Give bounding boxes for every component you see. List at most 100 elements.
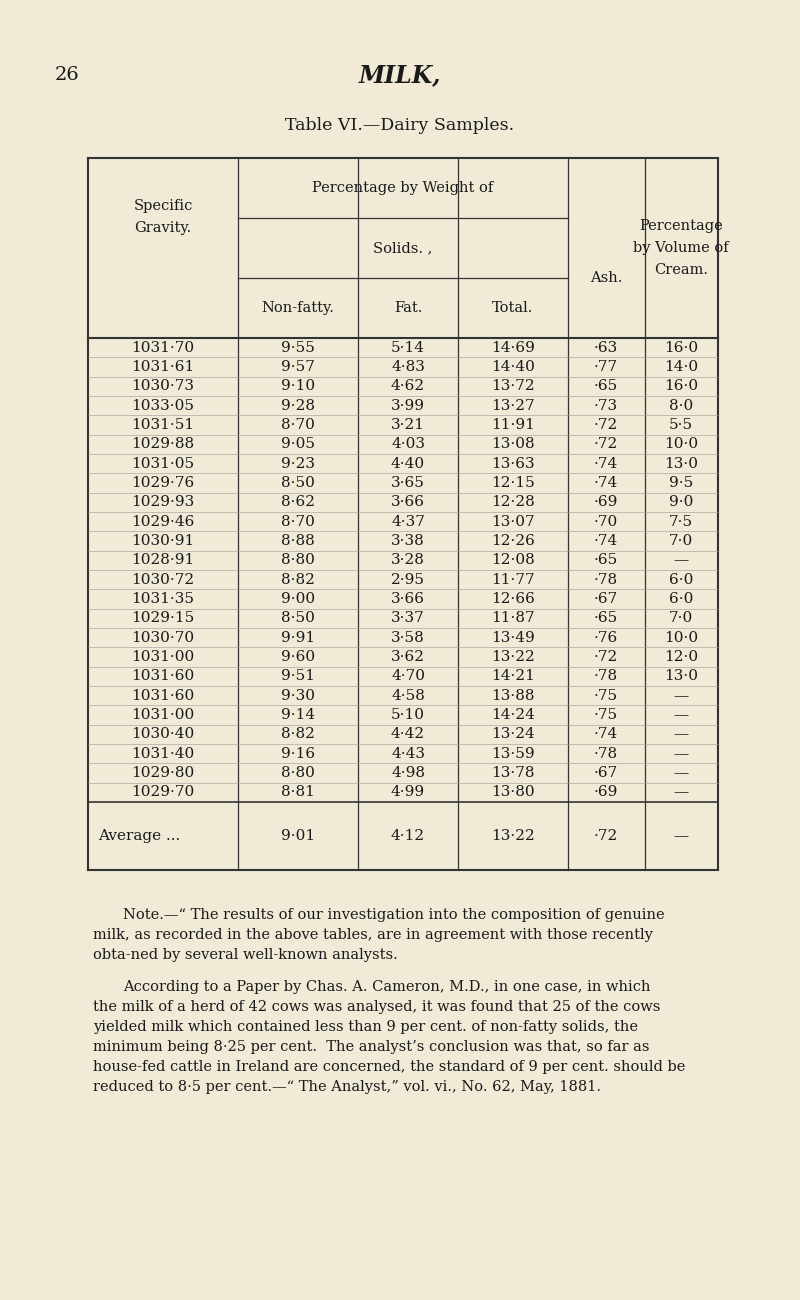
Text: minimum being 8·25 per cent.  The analyst’s conclusion was that, so far as: minimum being 8·25 per cent. The analyst…	[93, 1040, 650, 1054]
Text: 1030·40: 1030·40	[131, 727, 194, 741]
Text: 9·0: 9·0	[669, 495, 693, 510]
Text: ·67: ·67	[594, 766, 618, 780]
Text: Specific: Specific	[134, 199, 193, 213]
Text: Cream.: Cream.	[654, 263, 708, 277]
Text: 13·59: 13·59	[491, 746, 535, 760]
Text: 14·24: 14·24	[491, 708, 535, 722]
Text: ·65: ·65	[594, 554, 618, 567]
Text: 3·37: 3·37	[391, 611, 425, 625]
Text: 13·22: 13·22	[491, 829, 535, 842]
Text: 3·66: 3·66	[391, 495, 425, 510]
Text: 1030·73: 1030·73	[131, 380, 194, 394]
Text: 8·50: 8·50	[281, 611, 315, 625]
Text: 14·40: 14·40	[491, 360, 535, 374]
Text: 2·95: 2·95	[391, 573, 425, 586]
Text: 12·15: 12·15	[491, 476, 535, 490]
Text: 1030·70: 1030·70	[131, 630, 194, 645]
Text: ·70: ·70	[594, 515, 618, 529]
Text: 13·24: 13·24	[491, 727, 535, 741]
Text: ·76: ·76	[594, 630, 618, 645]
Text: ·69: ·69	[594, 785, 618, 800]
Text: ·74: ·74	[594, 534, 618, 549]
Text: 13·78: 13·78	[491, 766, 534, 780]
Text: 4·83: 4·83	[391, 360, 425, 374]
Text: 4·03: 4·03	[391, 437, 425, 451]
Text: 13·22: 13·22	[491, 650, 535, 664]
Text: 9·30: 9·30	[281, 689, 315, 703]
Text: 8·82: 8·82	[281, 573, 315, 586]
Text: 9·60: 9·60	[281, 650, 315, 664]
Text: 1029·70: 1029·70	[131, 785, 194, 800]
Text: 3·65: 3·65	[391, 476, 425, 490]
Text: 26: 26	[55, 66, 80, 84]
Text: 9·14: 9·14	[281, 708, 315, 722]
Text: 5·5: 5·5	[669, 419, 693, 432]
Text: According to a Paper by Chas. A. Cameron, M.D., in one case, in which: According to a Paper by Chas. A. Cameron…	[123, 980, 650, 995]
Text: by Volume of: by Volume of	[633, 240, 729, 255]
Text: 4·37: 4·37	[391, 515, 425, 529]
Text: 1030·91: 1030·91	[131, 534, 194, 549]
Text: the milk of a herd of 42 cows was analysed, it was found that 25 of the cows: the milk of a herd of 42 cows was analys…	[93, 1000, 660, 1014]
Text: 13·80: 13·80	[491, 785, 535, 800]
Text: 9·91: 9·91	[281, 630, 315, 645]
Text: ·78: ·78	[594, 670, 618, 684]
Text: ·72: ·72	[594, 829, 618, 842]
Text: —: —	[674, 708, 689, 722]
Text: 12·26: 12·26	[491, 534, 535, 549]
Text: 11·77: 11·77	[491, 573, 535, 586]
Text: —: —	[674, 746, 689, 760]
Text: 9·00: 9·00	[281, 592, 315, 606]
Text: ·77: ·77	[594, 360, 618, 374]
Text: 1031·40: 1031·40	[131, 746, 194, 760]
Text: 10·0: 10·0	[664, 437, 698, 451]
Text: 4·62: 4·62	[391, 380, 425, 394]
Text: 4·58: 4·58	[391, 689, 425, 703]
Text: 13·63: 13·63	[491, 456, 535, 471]
Text: Average ...: Average ...	[98, 829, 180, 842]
Text: Ash.: Ash.	[590, 270, 622, 285]
Text: 1029·93: 1029·93	[131, 495, 194, 510]
Text: 4·70: 4·70	[391, 670, 425, 684]
Text: ·74: ·74	[594, 456, 618, 471]
Text: 11·91: 11·91	[491, 419, 535, 432]
Text: 13·07: 13·07	[491, 515, 535, 529]
Text: 12·28: 12·28	[491, 495, 535, 510]
Text: 10·0: 10·0	[664, 630, 698, 645]
Text: 8·81: 8·81	[281, 785, 315, 800]
Text: 9·23: 9·23	[281, 456, 315, 471]
Text: 9·28: 9·28	[281, 399, 315, 412]
Text: —: —	[674, 766, 689, 780]
Text: 9·05: 9·05	[281, 437, 315, 451]
Text: 9·10: 9·10	[281, 380, 315, 394]
Text: 6·0: 6·0	[669, 573, 693, 586]
Text: 1029·88: 1029·88	[131, 437, 194, 451]
Text: 1031·05: 1031·05	[131, 456, 194, 471]
Text: 3·38: 3·38	[391, 534, 425, 549]
Text: 12·66: 12·66	[491, 592, 535, 606]
Text: 3·58: 3·58	[391, 630, 425, 645]
Text: ·78: ·78	[594, 573, 618, 586]
Text: —: —	[674, 689, 689, 703]
Text: Solids. ,: Solids. ,	[374, 240, 433, 255]
Text: 9·51: 9·51	[281, 670, 315, 684]
Text: 1031·00: 1031·00	[131, 708, 194, 722]
Text: ·72: ·72	[594, 419, 618, 432]
Text: 8·0: 8·0	[669, 399, 693, 412]
Text: ·72: ·72	[594, 437, 618, 451]
Text: 1031·51: 1031·51	[131, 419, 194, 432]
Text: ·67: ·67	[594, 592, 618, 606]
Text: 8·80: 8·80	[281, 554, 315, 567]
Text: ·74: ·74	[594, 476, 618, 490]
Text: 1031·60: 1031·60	[131, 670, 194, 684]
Text: 6·0: 6·0	[669, 592, 693, 606]
Text: Percentage by Weight of: Percentage by Weight of	[312, 181, 494, 195]
Text: 4·42: 4·42	[391, 727, 425, 741]
Text: —: —	[674, 785, 689, 800]
Text: 4·43: 4·43	[391, 746, 425, 760]
Text: 13·08: 13·08	[491, 437, 535, 451]
Text: 1033·05: 1033·05	[131, 399, 194, 412]
Text: Percentage: Percentage	[639, 218, 723, 233]
Text: 1031·60: 1031·60	[131, 689, 194, 703]
Text: 8·80: 8·80	[281, 766, 315, 780]
Text: 14·21: 14·21	[491, 670, 535, 684]
